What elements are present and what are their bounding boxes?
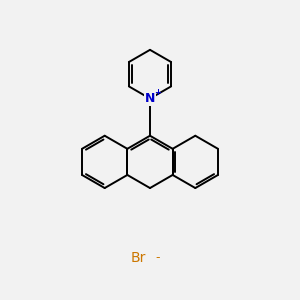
Text: N: N xyxy=(145,92,155,105)
Text: Br: Br xyxy=(130,251,146,266)
Text: -: - xyxy=(155,251,160,264)
Text: +: + xyxy=(154,88,161,97)
